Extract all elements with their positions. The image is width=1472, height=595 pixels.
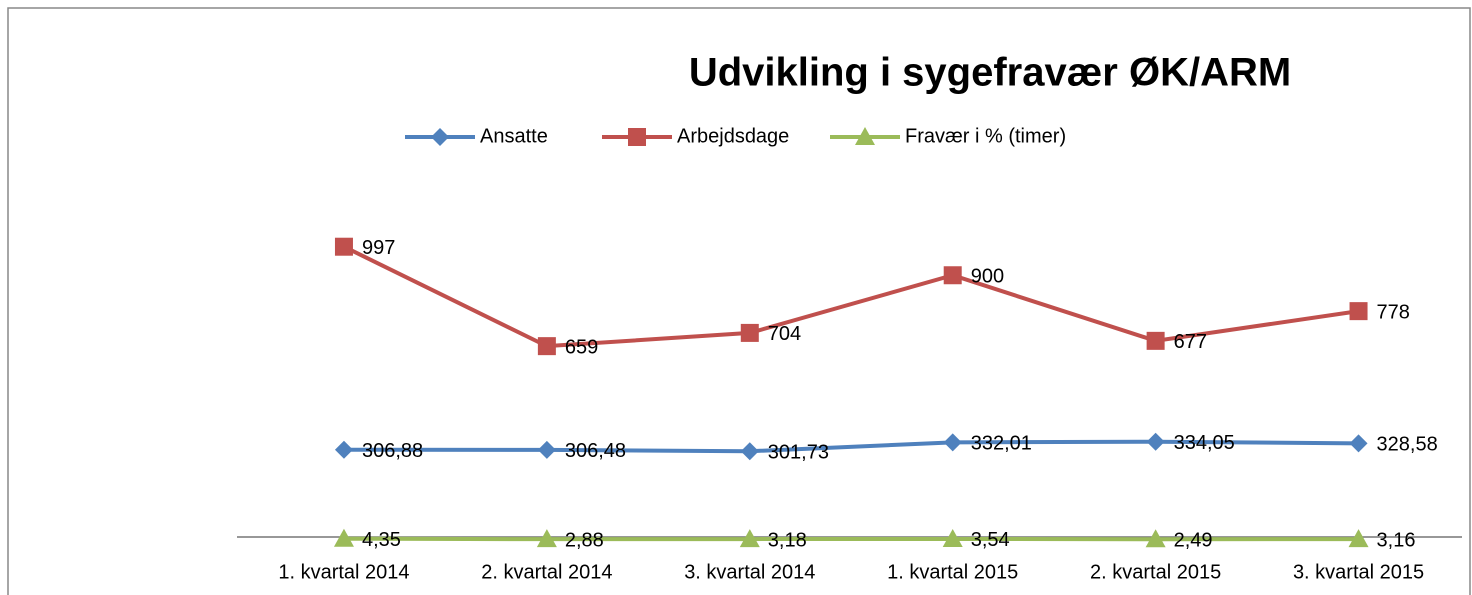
data-point <box>1348 529 1369 548</box>
data-point <box>537 337 556 356</box>
x-tick-label: 1. kvartal 2014 <box>278 561 409 583</box>
series-line <box>343 244 1359 349</box>
data-point <box>739 529 760 548</box>
data-label: 3,54 <box>971 529 1010 551</box>
data-label: 328,58 <box>1377 434 1438 456</box>
data-point <box>1146 432 1165 451</box>
data-label: 4,35 <box>362 529 401 551</box>
data-point <box>334 440 353 459</box>
legend-marker <box>431 128 449 146</box>
x-tick-label: 2. kvartal 2014 <box>481 561 612 583</box>
series-line <box>343 439 1359 454</box>
data-label: 334,05 <box>1174 432 1235 454</box>
data-label: 3,16 <box>1377 529 1416 551</box>
x-tick-label: 3. kvartal 2015 <box>1293 561 1424 583</box>
x-tick-label: 1. kvartal 2015 <box>887 561 1018 583</box>
data-point <box>740 323 759 342</box>
chart-title: Udvikling i sygefravær ØK/ARM <box>689 51 1291 95</box>
series-line <box>343 536 1359 542</box>
data-point <box>537 440 556 459</box>
legend-marker <box>855 127 875 145</box>
data-label: 704 <box>768 323 801 345</box>
data-point <box>1349 302 1368 321</box>
data-label: 306,48 <box>565 440 626 462</box>
data-label: 3,18 <box>768 529 807 551</box>
data-label: 2,88 <box>565 529 604 551</box>
data-label: 900 <box>971 266 1004 288</box>
legend-marker <box>628 128 646 146</box>
data-label: 301,73 <box>768 442 829 464</box>
x-tick-label: 2. kvartal 2015 <box>1090 561 1221 583</box>
chart-border <box>7 7 1471 595</box>
data-point <box>740 442 759 461</box>
data-point <box>1146 331 1165 350</box>
data-point <box>333 528 354 547</box>
data-point <box>1349 434 1368 453</box>
legend-label: Arbejdsdage <box>677 125 789 147</box>
data-point <box>1145 529 1166 548</box>
data-label: 2,49 <box>1174 530 1213 552</box>
data-label: 306,88 <box>362 440 423 462</box>
data-label: 332,01 <box>971 433 1032 455</box>
data-label: 778 <box>1377 301 1410 323</box>
legend-label: Fravær i % (timer) <box>905 125 1066 147</box>
legend-label: Ansatte <box>480 125 548 147</box>
data-point <box>536 529 557 548</box>
data-label: 659 <box>565 336 598 358</box>
data-label: 677 <box>1174 331 1207 353</box>
data-point <box>943 433 962 452</box>
data-label: 997 <box>362 237 395 259</box>
data-point <box>943 266 962 285</box>
data-point <box>942 528 963 547</box>
x-tick-label: 3. kvartal 2014 <box>684 561 815 583</box>
data-point <box>334 237 353 256</box>
